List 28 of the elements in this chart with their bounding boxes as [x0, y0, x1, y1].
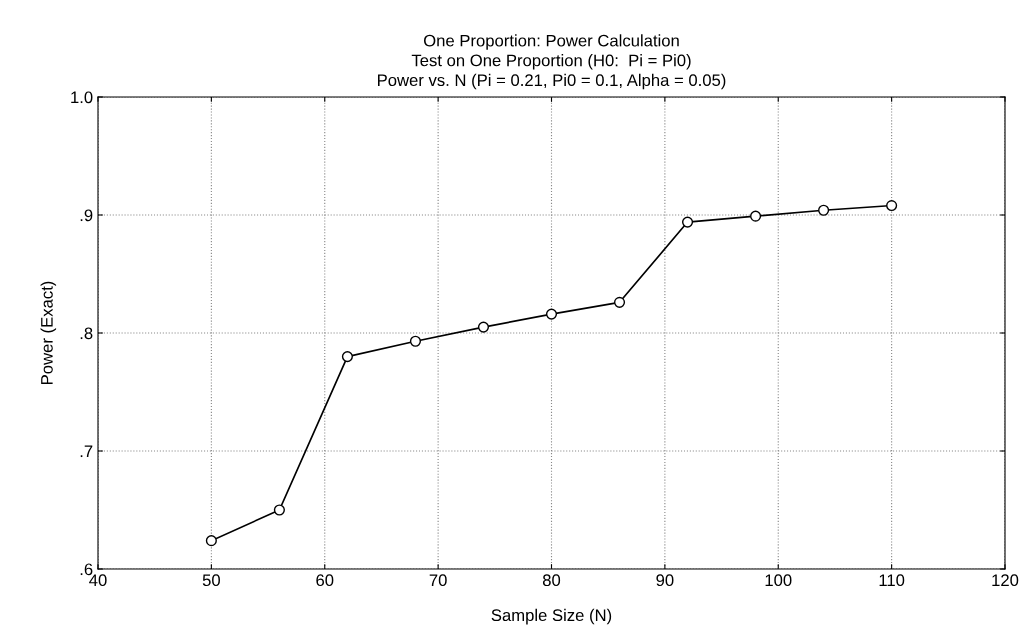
- point: [341, 351, 353, 363]
- point: [818, 204, 830, 216]
- x-tick-label: 110: [879, 574, 905, 587]
- y-tick-label: .8: [80, 327, 93, 340]
- point: [750, 210, 762, 222]
- point: [273, 504, 285, 516]
- point: [477, 321, 490, 333]
- point: [886, 200, 898, 212]
- point: [205, 535, 217, 547]
- y-tick-label: 1.0: [71, 91, 93, 104]
- y-tick-label: .7: [80, 445, 93, 458]
- x-tick-label: 80: [542, 574, 561, 587]
- y-tick-label: .9: [80, 209, 93, 222]
- y-tick-label: .6: [80, 563, 93, 576]
- x-tick-label: 90: [656, 574, 674, 587]
- x-axis-title: Sample Size (N): [491, 608, 612, 625]
- y-axis-title: Power (Exact): [40, 281, 57, 384]
- point: [545, 308, 558, 320]
- x-tick-label: 60: [316, 574, 334, 587]
- x-tick-label: 50: [202, 574, 220, 587]
- chart-title: One Proportion: Power Calculation Test on One Proportion (H0: Pi = Pi0) Power vs. N (Pi = 0.21, Pi0 = 0.1, Alpha = 0.05): [378, 34, 726, 90]
- x-tick-label: 40: [89, 574, 107, 587]
- x-tick-label: 120: [992, 574, 1019, 587]
- point: [681, 216, 694, 228]
- x-tick-label: 70: [429, 574, 447, 587]
- point: [409, 335, 422, 347]
- x-tick-label: 100: [765, 574, 792, 587]
- point: [613, 296, 626, 308]
